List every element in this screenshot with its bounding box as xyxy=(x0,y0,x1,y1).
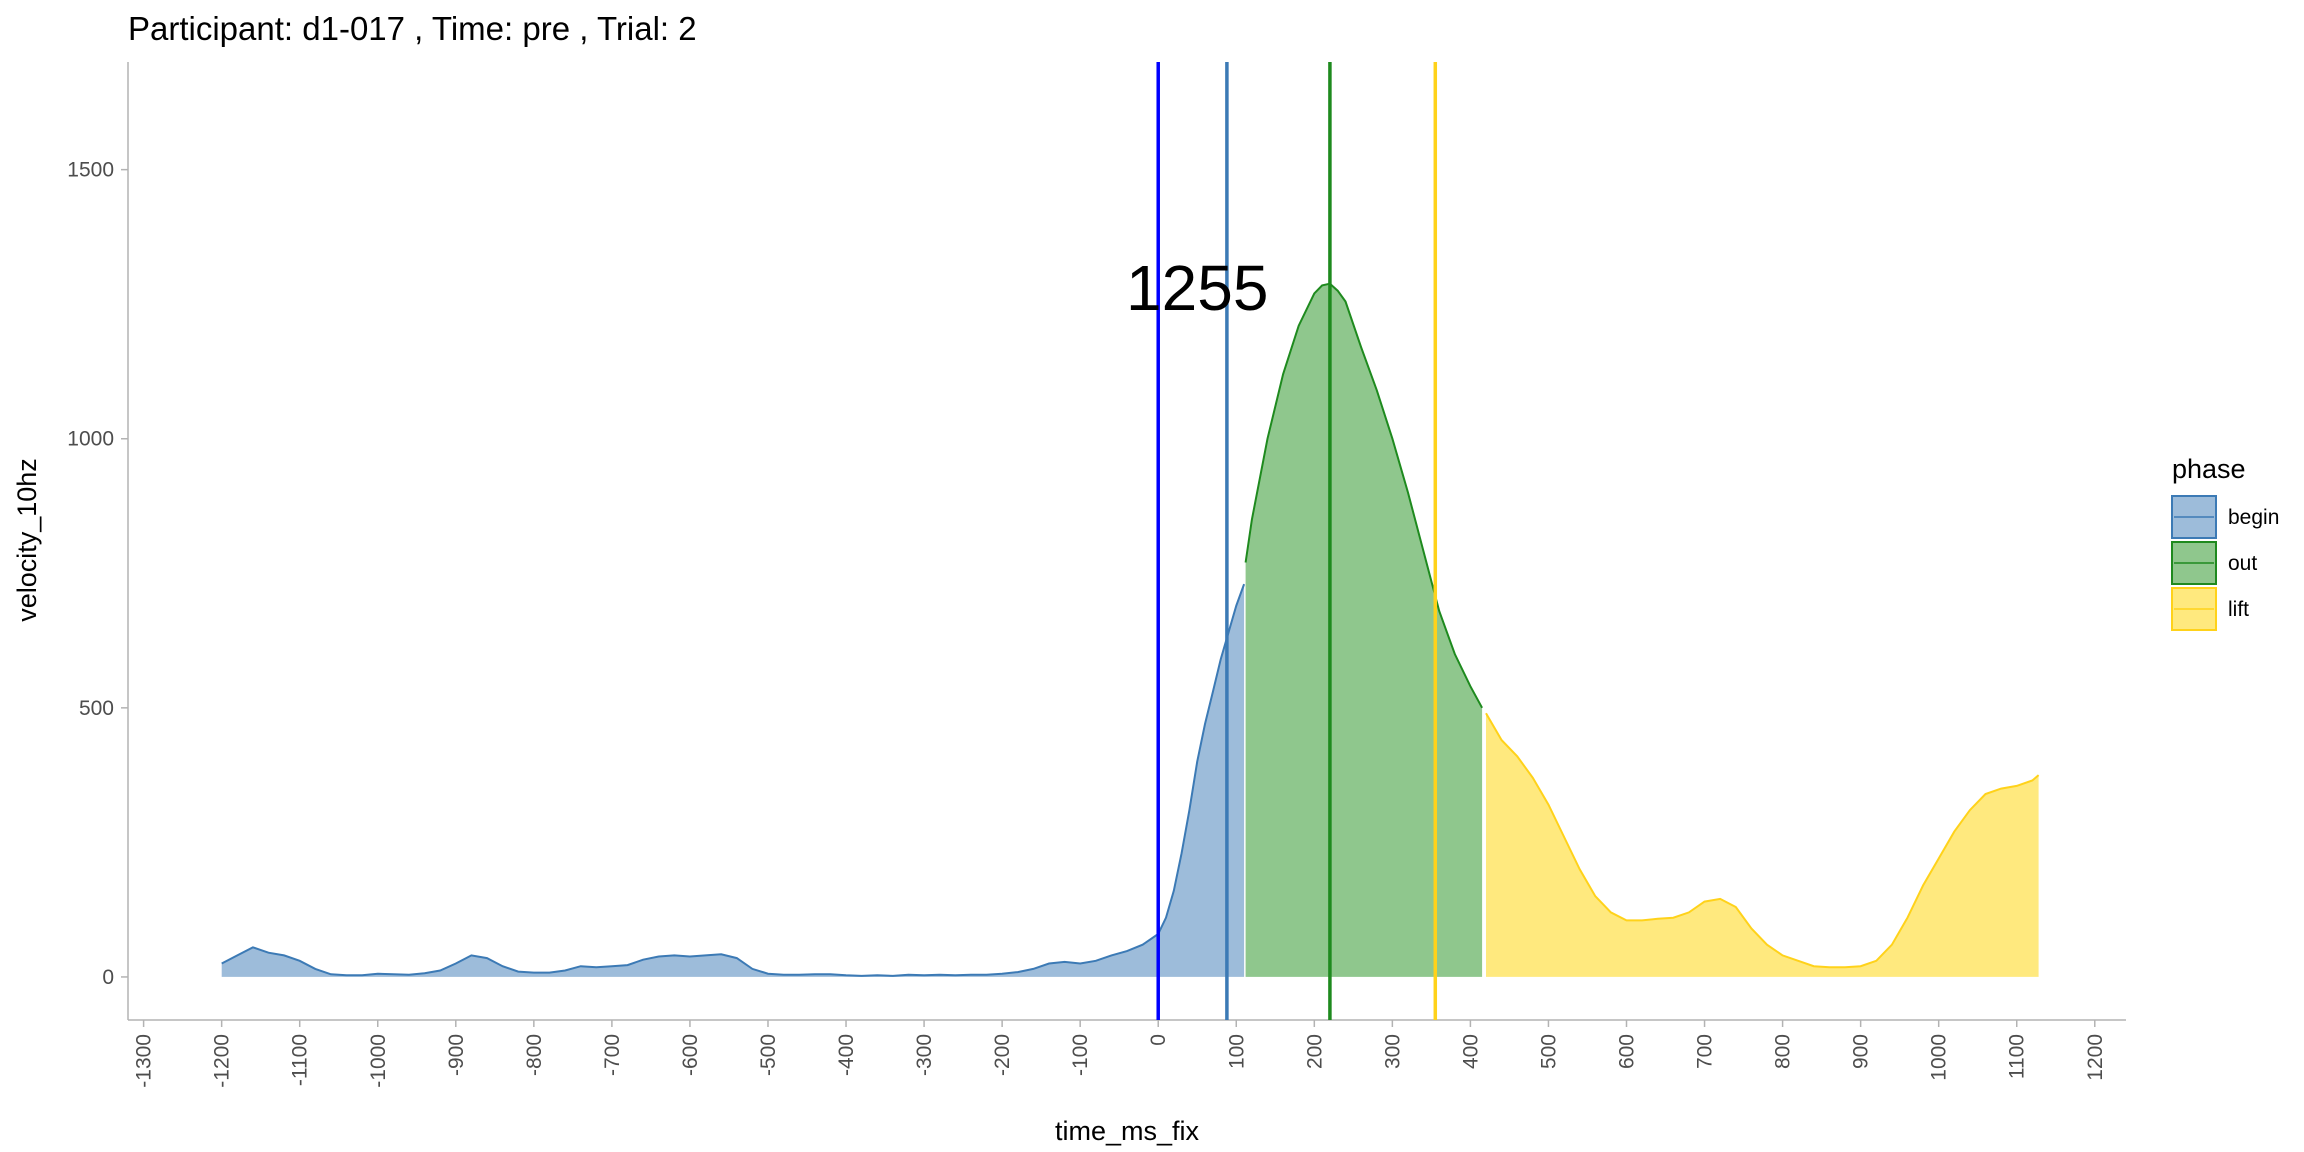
area-begin xyxy=(221,584,1245,977)
y-tick-label: 1500 xyxy=(67,159,114,182)
x-tick-label: 500 xyxy=(1537,1034,1560,1069)
x-tick-label: 300 xyxy=(1381,1034,1404,1069)
y-tick-label: 500 xyxy=(79,697,114,720)
x-tick-label: 200 xyxy=(1303,1034,1326,1069)
x-tick-label: -200 xyxy=(991,1034,1014,1076)
x-tick-label: 700 xyxy=(1694,1034,1717,1069)
line-begin xyxy=(221,583,1246,977)
line-out xyxy=(1244,282,1483,709)
x-tick-label: 400 xyxy=(1459,1034,1482,1069)
legend: phase begin out lift xyxy=(2171,454,2279,631)
x-axis-label: time_ms_fix xyxy=(1055,1116,1200,1146)
x-tick-label: -900 xyxy=(445,1034,468,1076)
y-tick-label: 0 xyxy=(102,966,114,989)
y-tick-label: 1000 xyxy=(67,428,114,451)
legend-label-out: out xyxy=(2228,552,2257,575)
x-tick-label: -1100 xyxy=(289,1034,312,1086)
x-tick-label: 0 xyxy=(1147,1034,1170,1046)
x-tick-label: 1100 xyxy=(2006,1034,2029,1079)
peak-annotation: 1255 xyxy=(1126,252,1268,324)
area-out xyxy=(1245,283,1483,977)
x-tick-label: -100 xyxy=(1069,1034,1092,1076)
x-tick-label: -1200 xyxy=(211,1034,234,1088)
x-tick-label: -600 xyxy=(679,1034,702,1076)
line-lift xyxy=(1485,712,2040,969)
x-tick-label: -400 xyxy=(835,1034,858,1076)
x-tick-label: 900 xyxy=(1850,1034,1873,1069)
x-tick-label: -1000 xyxy=(367,1034,390,1088)
legend-title: phase xyxy=(2172,454,2246,484)
x-tick-label: -1300 xyxy=(133,1034,156,1088)
chart-title: Participant: d1-017 , Time: pre , Trial:… xyxy=(128,10,697,47)
x-tick-label: 1200 xyxy=(2084,1034,2107,1081)
y-axis-label: velocity_10hz xyxy=(12,458,42,622)
x-tick-label: -700 xyxy=(601,1034,624,1076)
area-lift xyxy=(1486,713,2039,977)
x-tick-label: -800 xyxy=(523,1034,546,1076)
legend-label-lift: lift xyxy=(2228,598,2249,621)
x-tick-label: 800 xyxy=(1772,1034,1795,1069)
legend-label-begin: begin xyxy=(2228,506,2279,529)
x-tick-label: -500 xyxy=(757,1034,780,1076)
x-tick-label: 100 xyxy=(1225,1034,1248,1069)
x-tick-label: -300 xyxy=(913,1034,936,1076)
x-tick-label: 1000 xyxy=(1928,1034,1951,1081)
x-tick-label: 600 xyxy=(1616,1034,1639,1069)
